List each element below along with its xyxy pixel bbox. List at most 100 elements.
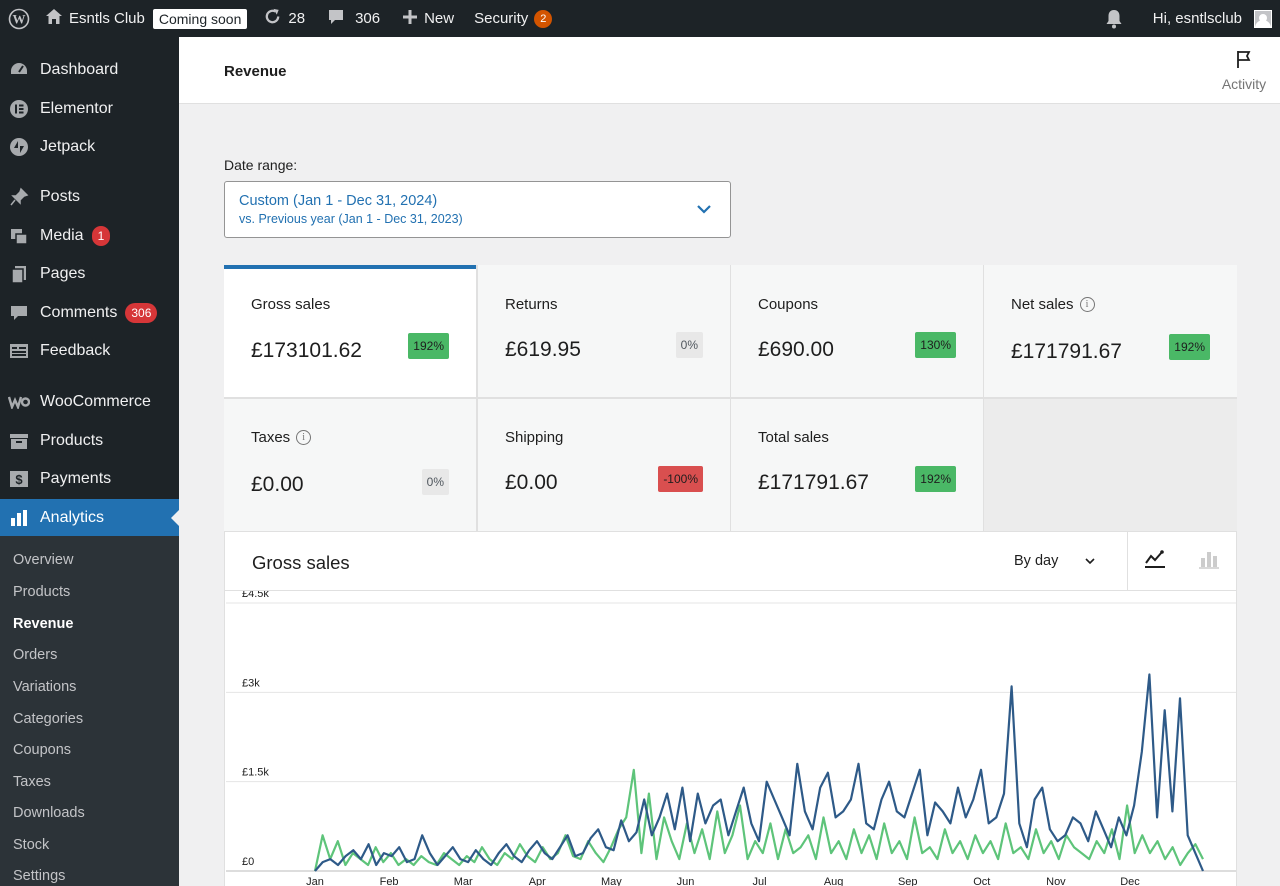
- summary-tile-coupons[interactable]: Coupons £690.00 130%: [731, 265, 983, 397]
- site-name-link[interactable]: Esntls Club Coming soon: [37, 0, 255, 37]
- menu-label: Products: [40, 432, 104, 449]
- x-tick-label: Mar: [454, 876, 473, 886]
- home-icon: [45, 8, 63, 29]
- activity-button[interactable]: Activity: [1208, 37, 1280, 104]
- bar-chart-icon[interactable]: [1198, 548, 1220, 575]
- summary-tile-gross-sales[interactable]: Gross sales £173101.62 192%: [224, 265, 476, 397]
- tile-value: £171791.67: [1011, 340, 1122, 363]
- tile-label: Coupons: [758, 296, 819, 313]
- interval-select[interactable]: By day: [1014, 553, 1096, 569]
- submenu-revenue[interactable]: Revenue: [13, 616, 74, 632]
- submenu-categories[interactable]: Categories: [13, 711, 84, 727]
- comments-count: 306: [355, 10, 381, 27]
- y-tick-label: £1.5k: [242, 767, 269, 779]
- menu-label: Pages: [40, 265, 86, 282]
- submenu-taxes[interactable]: Taxes: [13, 774, 51, 790]
- pin-icon: [8, 186, 30, 208]
- menu-label: Media: [40, 227, 84, 244]
- x-tick-label: Jul: [753, 876, 767, 886]
- submenu-coupons[interactable]: Coupons: [13, 742, 72, 758]
- analytics-submenu: Overview Products Revenue Orders Variati…: [0, 536, 179, 886]
- submenu-stock[interactable]: Stock: [13, 837, 50, 853]
- summary-tile-total-sales[interactable]: Total sales £171791.67 192%: [731, 399, 983, 531]
- submenu-variations[interactable]: Variations: [13, 679, 77, 695]
- menu-payments[interactable]: $ Payments: [0, 460, 179, 498]
- menu-analytics[interactable]: Analytics: [0, 499, 179, 537]
- menu-woocommerce[interactable]: WooCommerce: [0, 383, 179, 421]
- submenu-overview[interactable]: Overview: [13, 552, 74, 568]
- menu-feedback[interactable]: Feedback: [0, 332, 179, 370]
- interval-label: By day: [1014, 553, 1059, 569]
- svg-text:$: $: [15, 472, 23, 487]
- tile-label: Total sales: [758, 429, 829, 446]
- summary-tile-net-sales[interactable]: Net sales i £171791.67 192%: [984, 265, 1237, 397]
- submenu-settings[interactable]: Settings: [13, 868, 66, 884]
- tile-label: Shipping: [505, 429, 564, 446]
- chart-panel: Gross sales By day £0 £1.5k £3k £4.5k Jan Feb…: [224, 532, 1237, 886]
- updates-link[interactable]: 28: [255, 0, 313, 37]
- notifications-bell-icon[interactable]: [1097, 0, 1131, 37]
- menu-label: Jetpack: [40, 138, 96, 155]
- summary-tile-taxes[interactable]: Taxes i £0.00 0%: [224, 399, 476, 531]
- delta-badge: 192%: [408, 333, 449, 359]
- admin-bar: W Esntls Club Coming soon 28 306 New Sec…: [0, 0, 1280, 37]
- wordpress-logo-icon[interactable]: W: [0, 0, 37, 37]
- menu-pages[interactable]: Pages: [0, 255, 179, 293]
- archive-icon: [8, 430, 30, 452]
- chevron-down-icon: [696, 202, 712, 220]
- x-tick-label: Aug: [824, 876, 844, 886]
- date-range-picker[interactable]: Custom (Jan 1 - Dec 31, 2024) vs. Previo…: [224, 181, 731, 238]
- submenu-downloads[interactable]: Downloads: [13, 805, 85, 821]
- summary-tile-returns[interactable]: Returns £619.95 0%: [478, 265, 730, 397]
- submenu-orders[interactable]: Orders: [13, 647, 58, 663]
- svg-text:W: W: [12, 11, 25, 26]
- menu-elementor[interactable]: Elementor: [0, 90, 179, 128]
- x-tick-label: Sep: [898, 876, 918, 886]
- bar-chart-icon: [8, 507, 30, 529]
- menu-posts[interactable]: Posts: [0, 178, 179, 216]
- security-link[interactable]: Security 2: [466, 0, 560, 37]
- summary-tile-shipping[interactable]: Shipping £0.00 -100%: [478, 399, 730, 531]
- site-name: Esntls Club: [69, 10, 145, 27]
- comments-badge: 306: [125, 303, 158, 323]
- y-tick-label: £4.5k: [242, 591, 269, 600]
- summary-tile-empty: [984, 399, 1237, 531]
- coming-soon-badge[interactable]: Coming soon: [152, 8, 248, 29]
- tile-value: £173101.62: [251, 339, 362, 362]
- menu-label: Feedback: [40, 342, 111, 359]
- x-tick-label: Jun: [677, 876, 695, 886]
- menu-media[interactable]: Media 1: [0, 217, 179, 255]
- comments-link[interactable]: 306: [319, 0, 388, 37]
- menu-products[interactable]: Products: [0, 422, 179, 460]
- info-icon[interactable]: i: [1079, 297, 1095, 312]
- menu-dashboard[interactable]: Dashboard: [0, 51, 179, 89]
- series-line-previous[interactable]: [313, 768, 1204, 872]
- series-line-current[interactable]: [314, 673, 1205, 872]
- payments-icon: $: [8, 468, 30, 490]
- media-icon: [8, 225, 30, 247]
- menu-comments[interactable]: Comments 306: [0, 294, 179, 332]
- chart-type-toggle: [1127, 532, 1236, 590]
- tile-value: £0.00: [251, 473, 304, 496]
- feedback-icon: [8, 340, 30, 362]
- jetpack-icon: [8, 136, 30, 158]
- x-tick-label: Oct: [973, 876, 990, 886]
- tile-value: £619.95: [505, 338, 581, 361]
- menu-jetpack[interactable]: Jetpack: [0, 128, 179, 166]
- media-badge: 1: [91, 226, 111, 246]
- my-account-link[interactable]: Hi, esntlsclub: [1145, 0, 1280, 37]
- menu-label: Comments: [40, 304, 118, 321]
- menu-label: WooCommerce: [40, 393, 151, 410]
- line-chart-icon[interactable]: [1144, 548, 1166, 575]
- security-badge: 2: [534, 9, 553, 28]
- delta-badge: 0%: [675, 332, 703, 358]
- submenu-products[interactable]: Products: [13, 584, 71, 600]
- info-icon[interactable]: i: [296, 430, 312, 445]
- menu-label: Elementor: [40, 100, 113, 117]
- delta-badge: 192%: [1169, 334, 1210, 360]
- pages-icon: [8, 263, 30, 285]
- x-tick-label: May: [601, 876, 622, 886]
- menu-label: Posts: [40, 188, 81, 205]
- greeting: Hi, esntlsclub: [1152, 10, 1242, 27]
- new-content-link[interactable]: New: [394, 0, 462, 37]
